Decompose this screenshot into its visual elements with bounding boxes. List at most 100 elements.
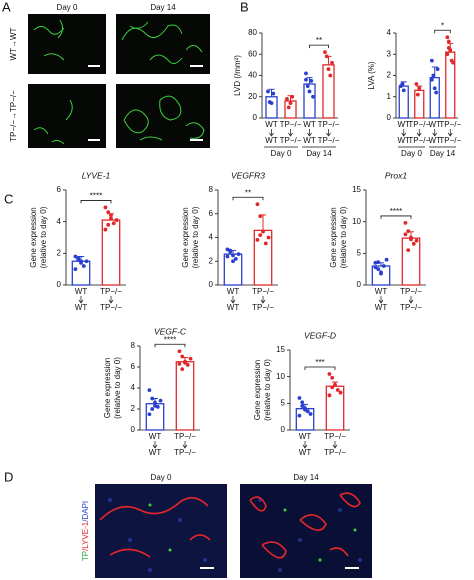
data-point (300, 404, 305, 408)
significance-bracket (434, 29, 451, 34)
y-tick-label: 0 (387, 113, 392, 122)
data-point (103, 205, 108, 210)
y-tick-label: 6 (131, 362, 136, 371)
category-to: TP−/− (408, 136, 430, 145)
y-tick-label: 4 (131, 383, 136, 392)
data-point (333, 382, 337, 387)
y-tick-label: 2 (131, 404, 136, 413)
category-to: TP−/− (439, 136, 461, 145)
category-to: TP−/− (324, 448, 346, 457)
data-point (286, 105, 291, 110)
significance-bracket (309, 44, 329, 49)
category-from: WT (299, 432, 312, 441)
data-point (150, 396, 155, 401)
bar (265, 96, 278, 119)
y-tick-label: 6 (209, 209, 214, 218)
category-arrowhead (326, 132, 331, 137)
data-point (225, 254, 230, 259)
data-point (290, 94, 295, 99)
data-point (106, 210, 111, 215)
y-axis-label: (relative to day 0) (39, 206, 48, 268)
data-point (335, 388, 340, 392)
y-axis-label: (relative to day 0) (339, 206, 348, 268)
bar (295, 408, 315, 431)
category-arrowhead (182, 444, 188, 449)
panel-label: C (4, 191, 13, 206)
category-from: TP−/− (280, 120, 302, 129)
significance-bracket (80, 200, 112, 204)
y-axis-label: Gene expression (181, 207, 190, 267)
data-point (401, 88, 406, 93)
y-tick-label: 5 (357, 248, 362, 257)
category-from: TP−/− (100, 287, 122, 296)
column-label: Day 0 (57, 3, 78, 12)
data-point (297, 396, 302, 400)
data-point (403, 232, 408, 237)
category-arrowhead (302, 444, 308, 449)
y-tick-label: 0 (281, 425, 286, 434)
data-point (231, 253, 235, 258)
data-point (411, 241, 416, 246)
category-arrowhead (332, 444, 338, 449)
data-point (303, 407, 307, 412)
category-arrowhead (108, 299, 114, 304)
category-arrowhead (307, 132, 312, 137)
data-point (188, 356, 193, 361)
data-point (228, 248, 233, 253)
data-point (406, 248, 411, 253)
panel-label: D (4, 469, 13, 484)
significance-bracket (154, 343, 186, 348)
category-arrowhead (260, 299, 266, 304)
data-point (255, 237, 260, 242)
category-arrowhead (408, 299, 414, 304)
panel-label: B (240, 0, 249, 14)
data-point (255, 202, 260, 207)
y-tick-label: 1 (387, 92, 392, 101)
category-from: WT (265, 120, 278, 129)
data-point (266, 235, 271, 240)
data-point (434, 90, 439, 95)
micrographs-d (95, 484, 372, 578)
data-point (177, 361, 182, 366)
group-label: Day 14 (306, 149, 332, 158)
data-point (304, 71, 308, 76)
category-to: TP−/− (252, 303, 274, 312)
data-point (76, 256, 81, 260)
y-tick-label: 10 (352, 217, 361, 226)
data-point (109, 216, 113, 221)
significance-label: *** (315, 358, 324, 367)
data-point (263, 241, 268, 246)
data-point (326, 67, 331, 72)
data-point (114, 218, 119, 222)
y-tick-label: 8 (209, 185, 214, 194)
category-arrowhead (152, 444, 158, 449)
y-tick-label: 8 (131, 341, 136, 350)
category-to: TP−/− (174, 448, 196, 457)
data-point (304, 77, 308, 82)
category-arrowhead (230, 299, 236, 304)
y-axis-label: Gene expression (253, 360, 262, 420)
data-point (79, 259, 83, 264)
y-tick-label: 80 (248, 28, 257, 37)
significance-label: * (441, 21, 444, 30)
y-tick-label: 0 (357, 280, 362, 289)
category-to: TP−/− (318, 136, 340, 145)
data-point (103, 227, 108, 232)
y-label-part: /LYVE-1 (81, 521, 90, 551)
y-axis-label: (relative to day 0) (263, 359, 272, 421)
data-point (111, 221, 116, 226)
y-tick-label: 0 (131, 425, 136, 434)
category-to: WT (375, 303, 388, 312)
data-point (400, 82, 405, 86)
y-tick-label: 0 (253, 113, 258, 122)
data-point (266, 89, 270, 94)
significance-label: **** (164, 335, 176, 344)
y-tick-label: 15 (352, 185, 361, 194)
data-point (327, 393, 332, 398)
y-tick-label: 4 (209, 233, 214, 242)
y-label-part: /DAPI (81, 501, 90, 522)
category-arrowhead (78, 299, 84, 304)
data-point (384, 257, 389, 262)
bar (303, 83, 316, 119)
